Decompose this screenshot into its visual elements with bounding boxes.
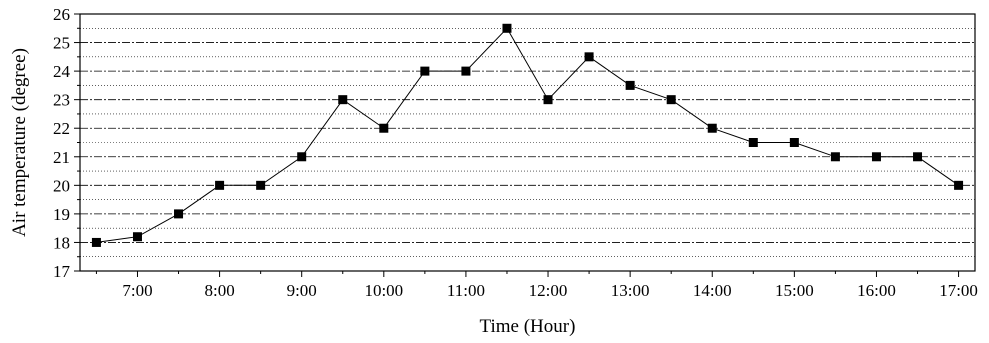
data-point-marker — [297, 152, 307, 162]
x-tick-label: 9:00 — [287, 281, 317, 300]
data-point-marker — [132, 232, 142, 242]
x-tick-label: 8:00 — [204, 281, 234, 300]
data-point-marker — [338, 95, 348, 105]
data-point-marker — [420, 66, 430, 76]
y-tick-label: 25 — [53, 34, 70, 53]
grid-lines — [80, 27, 975, 258]
y-tick-label: 23 — [53, 91, 70, 110]
data-point-marker — [543, 95, 553, 105]
axis-ticks — [74, 13, 960, 277]
y-tick-label: 21 — [53, 148, 70, 167]
x-tick-label: 12:00 — [529, 281, 568, 300]
data-point-marker — [584, 52, 594, 62]
data-point-marker — [91, 237, 101, 247]
data-point-marker — [215, 180, 225, 190]
x-tick-label: 14:00 — [693, 281, 732, 300]
series-line — [96, 27, 959, 243]
x-tick-label: 15:00 — [775, 281, 814, 300]
data-point-marker — [174, 209, 184, 219]
x-tick-label: 10:00 — [364, 281, 403, 300]
y-axis-title: Air temperature (degree) — [9, 48, 30, 237]
data-point-marker — [871, 152, 881, 162]
x-tick-label: 16:00 — [857, 281, 896, 300]
data-point-marker — [625, 80, 635, 90]
y-axis-tick-labels: 17 18 19 20 21 22 23 24 25 26 — [53, 5, 71, 281]
data-point-marker — [789, 138, 799, 147]
data-point-marker — [748, 138, 758, 147]
y-tick-label: 17 — [53, 262, 71, 281]
data-point-marker — [502, 23, 512, 33]
y-tick-label: 26 — [53, 5, 70, 24]
x-axis-tick-labels: 7:00 8:00 9:00 10:00 11:00 12:00 13:00 14:00 15:… — [122, 281, 978, 300]
y-tick-label: 19 — [53, 205, 70, 224]
x-tick-label: 11:00 — [447, 281, 485, 300]
y-tick-label: 18 — [53, 233, 70, 252]
y-tick-label: 22 — [53, 119, 70, 138]
data-point-marker — [256, 180, 266, 190]
x-tick-label: 17:00 — [939, 281, 978, 300]
data-point-marker — [954, 180, 964, 190]
data-point-marker — [666, 95, 676, 105]
x-tick-label: 7:00 — [122, 281, 152, 300]
data-point-marker — [707, 123, 717, 133]
y-tick-label: 24 — [53, 62, 71, 81]
x-axis-title: Time (Hour) — [480, 316, 576, 337]
data-point-marker — [830, 152, 840, 162]
x-tick-label: 13:00 — [611, 281, 650, 300]
data-point-marker — [379, 123, 389, 133]
data-point-marker — [913, 152, 923, 162]
data-point-marker — [461, 66, 471, 76]
series-temperature — [91, 23, 964, 247]
y-tick-label: 20 — [53, 176, 70, 195]
